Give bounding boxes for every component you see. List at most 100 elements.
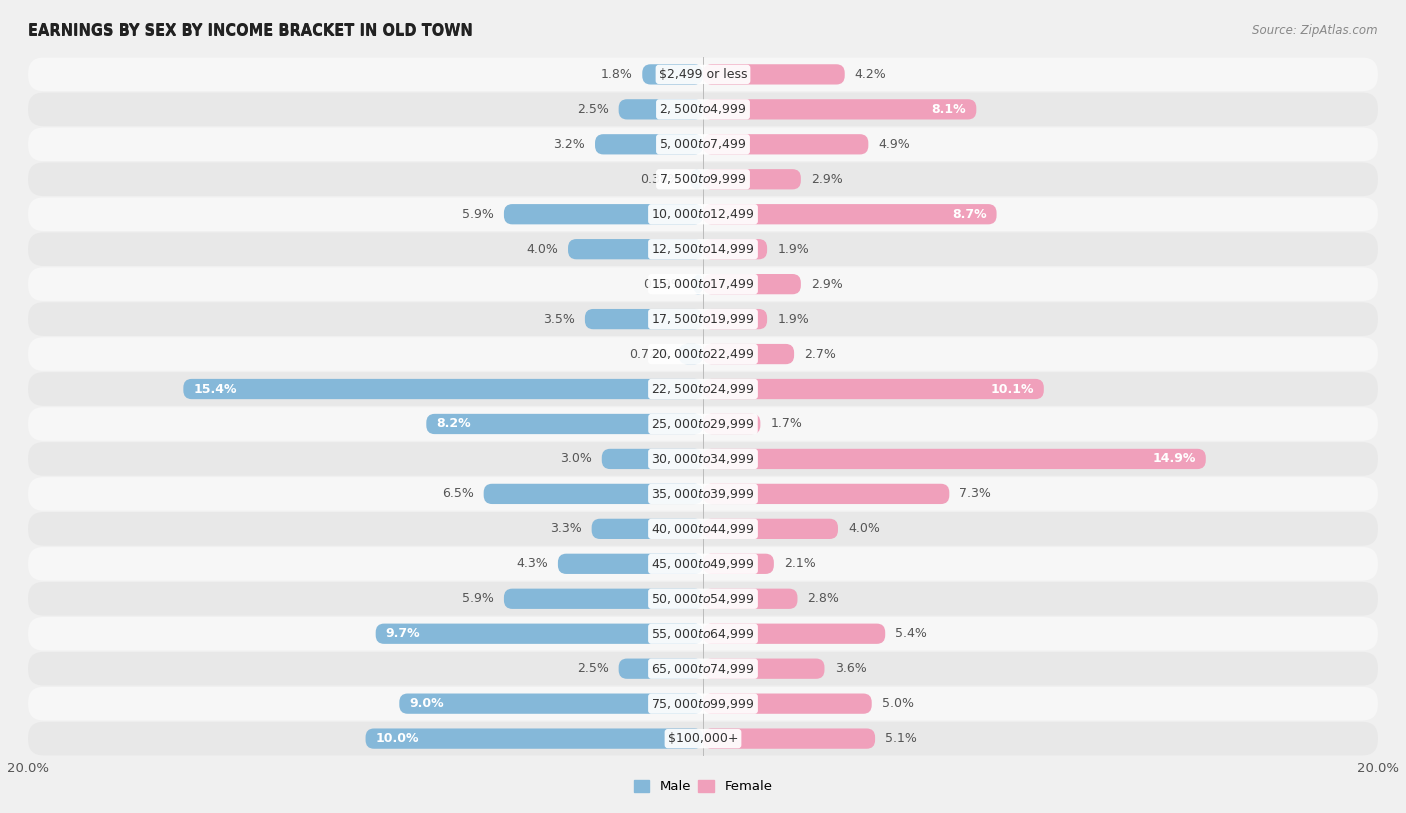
Text: 2.5%: 2.5% (576, 103, 609, 115)
Text: 7.3%: 7.3% (959, 488, 991, 500)
FancyBboxPatch shape (28, 372, 1378, 406)
FancyBboxPatch shape (28, 302, 1378, 336)
FancyBboxPatch shape (28, 512, 1378, 546)
Text: 5.9%: 5.9% (463, 593, 494, 605)
Text: $65,000 to $74,999: $65,000 to $74,999 (651, 662, 755, 676)
Text: 2.8%: 2.8% (807, 593, 839, 605)
Text: 4.0%: 4.0% (848, 523, 880, 535)
Text: 5.0%: 5.0% (882, 698, 914, 710)
FancyBboxPatch shape (703, 693, 872, 714)
FancyBboxPatch shape (28, 582, 1378, 615)
Text: $5,000 to $7,499: $5,000 to $7,499 (659, 137, 747, 151)
FancyBboxPatch shape (28, 477, 1378, 511)
Text: 5.1%: 5.1% (886, 733, 917, 745)
FancyBboxPatch shape (703, 204, 997, 224)
Text: 5.4%: 5.4% (896, 628, 927, 640)
Text: 9.0%: 9.0% (409, 698, 444, 710)
FancyBboxPatch shape (28, 617, 1378, 650)
Text: 8.7%: 8.7% (952, 208, 987, 220)
Legend: Male, Female: Male, Female (628, 775, 778, 798)
FancyBboxPatch shape (703, 484, 949, 504)
Text: EARNINGS BY SEX BY INCOME BRACKET IN OLD TOWN: EARNINGS BY SEX BY INCOME BRACKET IN OLD… (28, 23, 472, 37)
FancyBboxPatch shape (28, 233, 1378, 266)
FancyBboxPatch shape (643, 64, 703, 85)
FancyBboxPatch shape (703, 589, 797, 609)
Text: 2.9%: 2.9% (811, 278, 842, 290)
Text: $10,000 to $12,499: $10,000 to $12,499 (651, 207, 755, 221)
Text: 3.3%: 3.3% (550, 523, 582, 535)
FancyBboxPatch shape (28, 442, 1378, 476)
Text: 3.6%: 3.6% (835, 663, 866, 675)
Text: $25,000 to $29,999: $25,000 to $29,999 (651, 417, 755, 431)
FancyBboxPatch shape (28, 407, 1378, 441)
FancyBboxPatch shape (399, 693, 703, 714)
FancyBboxPatch shape (703, 64, 845, 85)
FancyBboxPatch shape (28, 128, 1378, 161)
Text: $50,000 to $54,999: $50,000 to $54,999 (651, 592, 755, 606)
Text: 2.5%: 2.5% (576, 663, 609, 675)
FancyBboxPatch shape (558, 554, 703, 574)
FancyBboxPatch shape (28, 267, 1378, 301)
FancyBboxPatch shape (703, 624, 886, 644)
FancyBboxPatch shape (28, 163, 1378, 196)
FancyBboxPatch shape (703, 239, 768, 259)
FancyBboxPatch shape (183, 379, 703, 399)
Text: $100,000+: $100,000+ (668, 733, 738, 745)
Text: 4.2%: 4.2% (855, 68, 887, 80)
Text: 5.9%: 5.9% (463, 208, 494, 220)
Text: $2,500 to $4,999: $2,500 to $4,999 (659, 102, 747, 116)
FancyBboxPatch shape (619, 659, 703, 679)
Text: 4.3%: 4.3% (516, 558, 548, 570)
Text: 3.5%: 3.5% (543, 313, 575, 325)
FancyBboxPatch shape (703, 414, 761, 434)
Text: $12,500 to $14,999: $12,500 to $14,999 (651, 242, 755, 256)
Text: 2.9%: 2.9% (811, 173, 842, 185)
FancyBboxPatch shape (703, 169, 801, 189)
Text: $22,500 to $24,999: $22,500 to $24,999 (651, 382, 755, 396)
Text: $7,500 to $9,999: $7,500 to $9,999 (659, 172, 747, 186)
Text: 8.1%: 8.1% (932, 103, 966, 115)
FancyBboxPatch shape (568, 239, 703, 259)
Text: 0.38%: 0.38% (640, 173, 681, 185)
FancyBboxPatch shape (426, 414, 703, 434)
Text: 2.7%: 2.7% (804, 348, 837, 360)
FancyBboxPatch shape (703, 309, 768, 329)
Text: 1.9%: 1.9% (778, 313, 808, 325)
FancyBboxPatch shape (679, 344, 703, 364)
Text: 14.9%: 14.9% (1153, 453, 1195, 465)
FancyBboxPatch shape (28, 198, 1378, 231)
FancyBboxPatch shape (703, 519, 838, 539)
FancyBboxPatch shape (28, 337, 1378, 371)
FancyBboxPatch shape (28, 58, 1378, 91)
Text: $35,000 to $39,999: $35,000 to $39,999 (651, 487, 755, 501)
FancyBboxPatch shape (585, 309, 703, 329)
FancyBboxPatch shape (693, 274, 703, 294)
Text: 9.7%: 9.7% (385, 628, 420, 640)
Text: 6.5%: 6.5% (441, 488, 474, 500)
Text: $17,500 to $19,999: $17,500 to $19,999 (651, 312, 755, 326)
Text: 4.0%: 4.0% (526, 243, 558, 255)
Text: 1.8%: 1.8% (600, 68, 633, 80)
FancyBboxPatch shape (28, 93, 1378, 126)
Text: 4.9%: 4.9% (879, 138, 910, 150)
FancyBboxPatch shape (703, 728, 875, 749)
Text: 0.72%: 0.72% (628, 348, 669, 360)
Text: 8.2%: 8.2% (436, 418, 471, 430)
Text: 3.0%: 3.0% (560, 453, 592, 465)
Text: Source: ZipAtlas.com: Source: ZipAtlas.com (1253, 24, 1378, 37)
Text: $30,000 to $34,999: $30,000 to $34,999 (651, 452, 755, 466)
Text: $2,499 or less: $2,499 or less (659, 68, 747, 80)
FancyBboxPatch shape (503, 204, 703, 224)
FancyBboxPatch shape (503, 589, 703, 609)
FancyBboxPatch shape (703, 554, 773, 574)
Text: $75,000 to $99,999: $75,000 to $99,999 (651, 697, 755, 711)
Text: 3.2%: 3.2% (553, 138, 585, 150)
Text: 15.4%: 15.4% (194, 383, 238, 395)
Text: $45,000 to $49,999: $45,000 to $49,999 (651, 557, 755, 571)
FancyBboxPatch shape (703, 659, 824, 679)
FancyBboxPatch shape (703, 449, 1206, 469)
FancyBboxPatch shape (703, 134, 869, 154)
Text: 10.1%: 10.1% (990, 383, 1033, 395)
FancyBboxPatch shape (375, 624, 703, 644)
FancyBboxPatch shape (28, 547, 1378, 580)
